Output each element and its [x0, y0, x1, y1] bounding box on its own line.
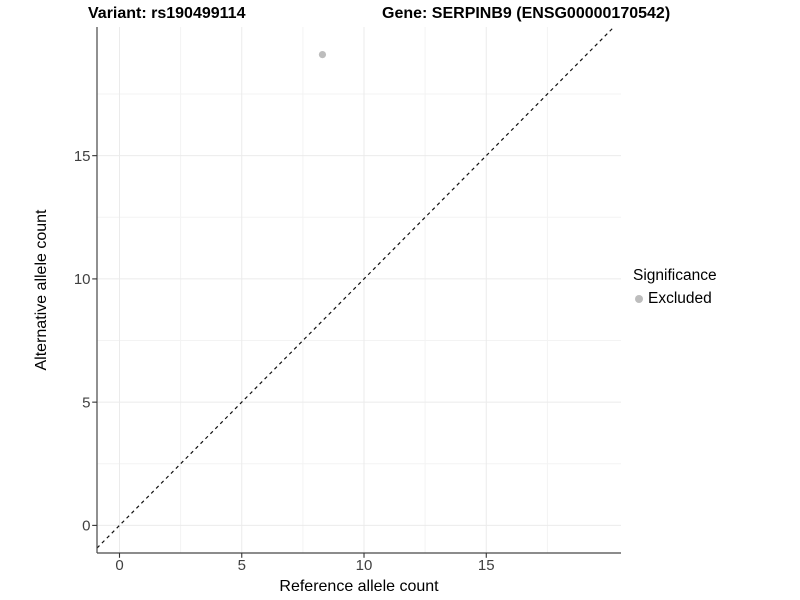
plot-title-gene: Gene: SERPINB9 (ENSG00000170542) — [382, 5, 671, 22]
plot-title-variant: Variant: rs190499114 — [88, 5, 246, 22]
identity-line — [97, 27, 615, 549]
x-tick-label: 10 — [356, 557, 373, 574]
y-tick-label: 15 — [74, 148, 91, 165]
legend-point-icon — [635, 295, 643, 303]
x-tick-label: 5 — [238, 557, 246, 574]
x-tick-label: 15 — [478, 557, 495, 574]
legend-entry-label: Excluded — [648, 290, 712, 307]
y-tick-label: 5 — [82, 394, 90, 411]
x-axis-title: Reference allele count — [279, 578, 439, 595]
data-point — [318, 51, 327, 59]
legend-entry-excluded: Excluded — [633, 290, 717, 308]
y-tick-label: 0 — [82, 518, 90, 535]
y-tick-label: 10 — [74, 271, 91, 288]
x-tick-label: 0 — [115, 557, 123, 574]
legend: Significance Excluded — [633, 267, 717, 308]
y-axis-title: Alternative allele count — [33, 209, 50, 371]
legend-title: Significance — [633, 267, 717, 284]
